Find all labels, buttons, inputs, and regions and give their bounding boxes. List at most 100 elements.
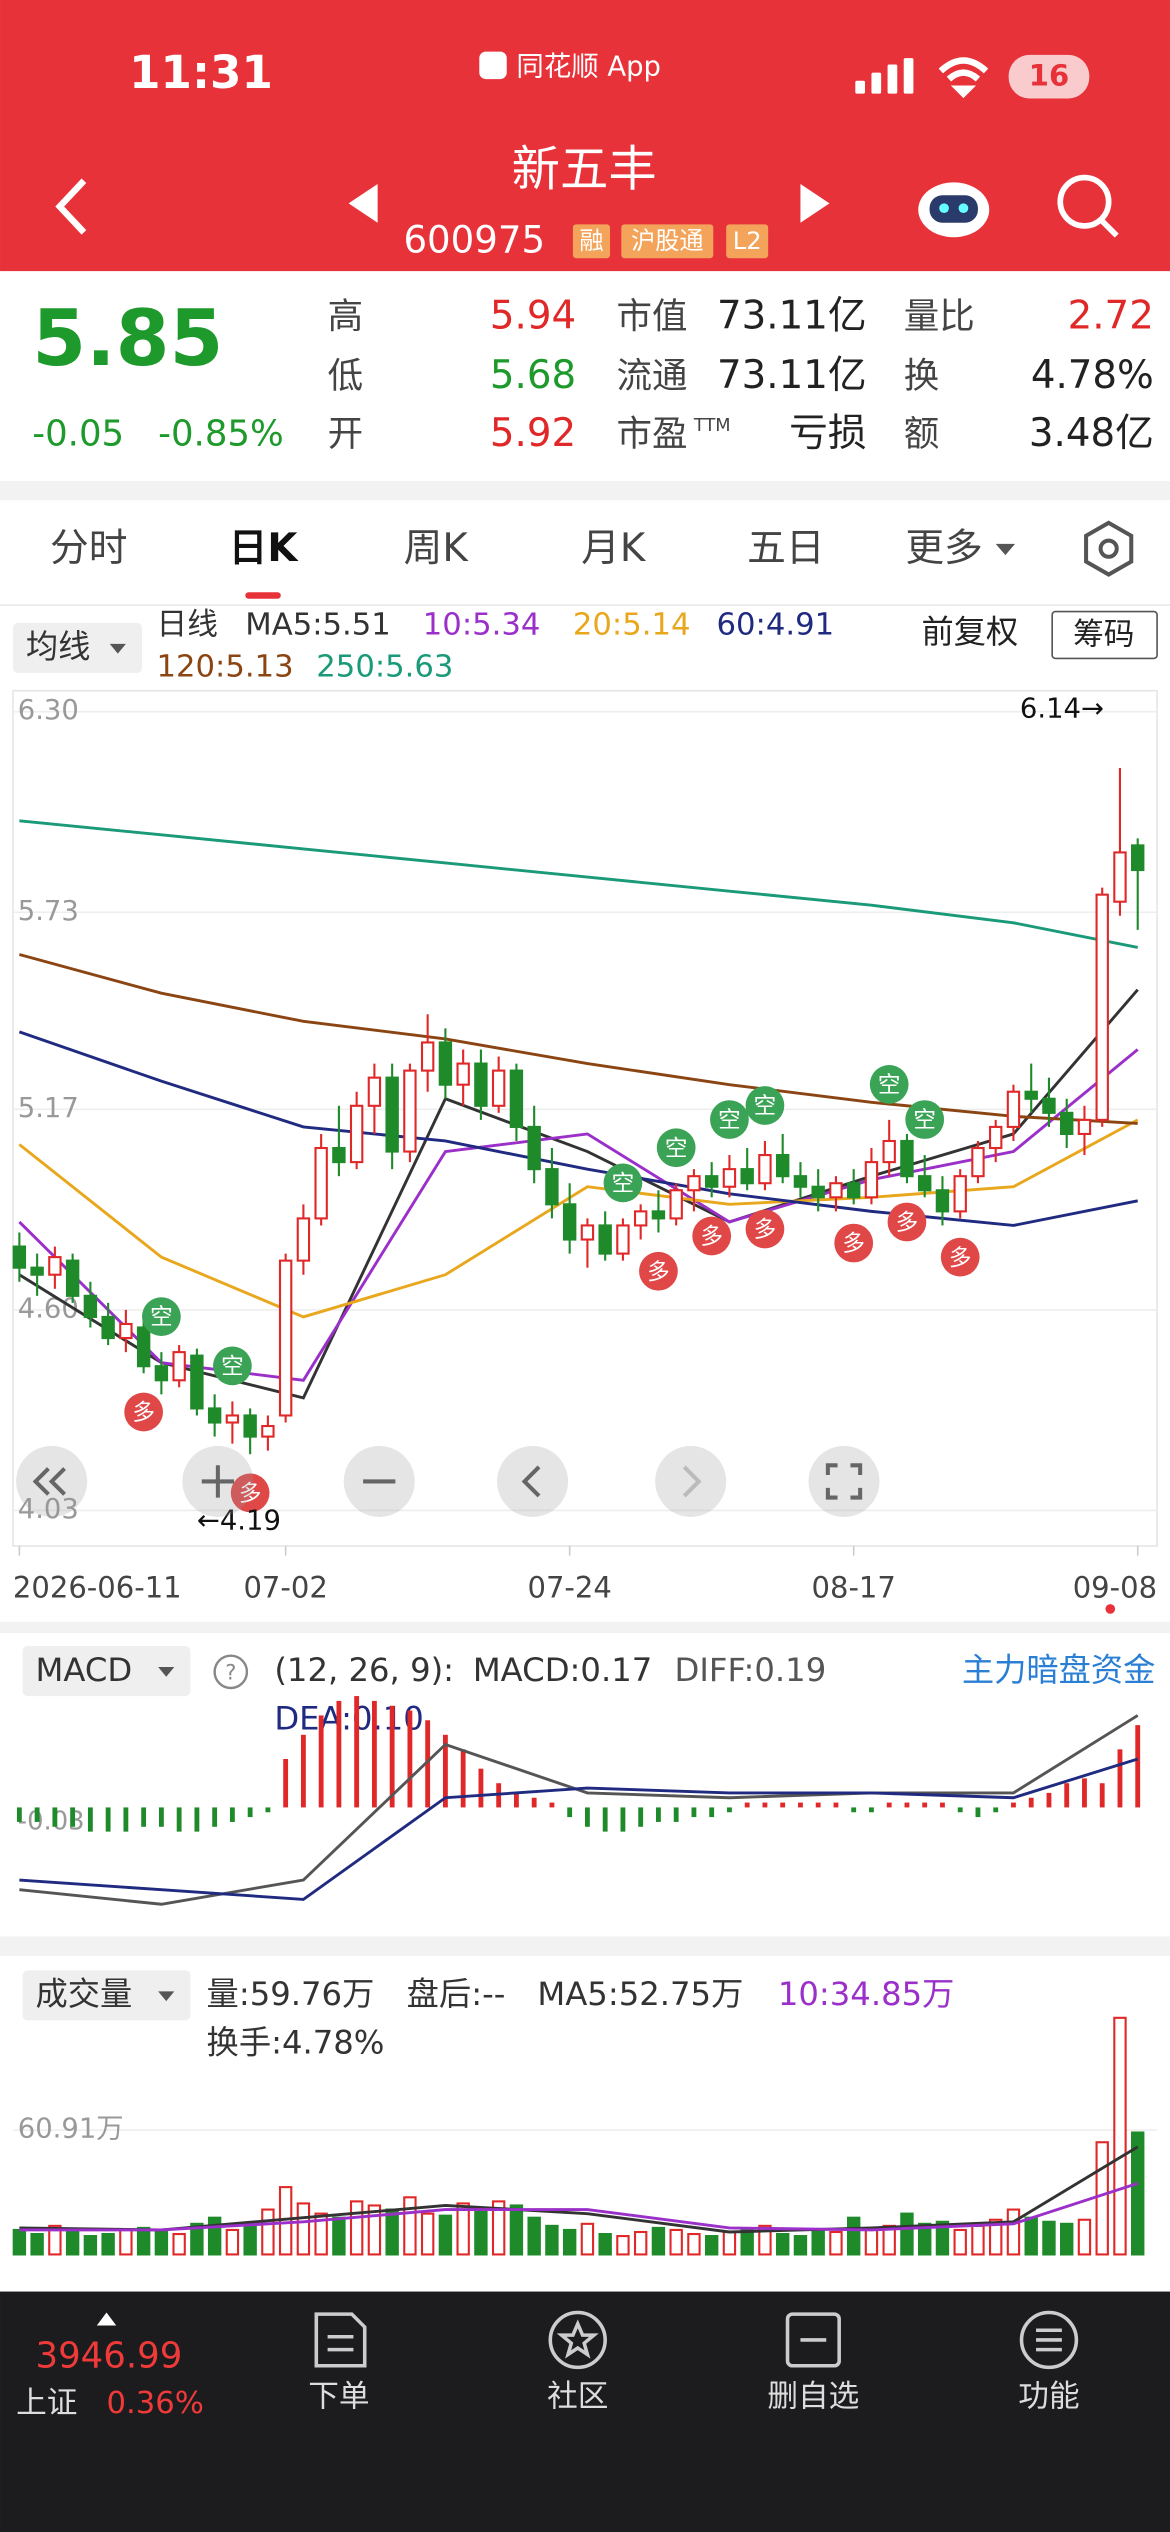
nav-item[interactable]: 功能 [1018,2380,1079,2415]
price-change: -0.05 [32,414,124,455]
volume-bar [1095,2141,1109,2256]
macd-bar [638,1807,644,1827]
macd-bar [1099,1783,1105,1808]
nav-item[interactable]: 删自选 [767,2380,859,2415]
candle-body [687,1175,701,1192]
scroll-left[interactable] [497,1445,569,1517]
volume-bar [225,2228,240,2256]
macd-bar [389,1705,395,1808]
volume-selector[interactable] [22,1970,191,2021]
macd-bar [602,1807,608,1832]
volume-bar [456,2202,470,2256]
robot-icon[interactable] [918,182,990,238]
ma-selector-label: 均线 [26,628,91,666]
candle-body [704,1175,719,1188]
macd-bar [105,1807,111,1832]
settings-icon[interactable] [1084,520,1134,577]
tab[interactable]: 日K [229,526,300,571]
expand-arrow[interactable] [96,2312,117,2326]
macd-selector[interactable] [22,1646,191,1697]
chips-button[interactable] [1051,610,1158,660]
bottom-bar [0,2291,1170,2532]
current-dot [1105,1604,1116,1614]
macd-bar [886,1802,892,1808]
macd-bar [194,1807,200,1832]
stat-sup: TTM [693,416,731,436]
fund-link[interactable]: 主力暗盘资金 [962,1651,1156,1689]
tab[interactable]: 周K [404,526,470,571]
macd-bar [1117,1749,1123,1808]
macd-bar [922,1802,928,1808]
tab[interactable]: 更多 [905,526,982,571]
volume-bar [1113,2016,1127,2256]
volume-bar [474,2208,488,2256]
nav-labels: 下单 社区 删自选 功能 [308,2380,1079,2415]
search-icon[interactable] [1057,174,1119,238]
back-button[interactable] [55,178,87,235]
ma-legend: MA5:5.51 10:5.34 20:5.14 60:4.91 120:5.13 250… [157,608,835,685]
stat-label: 量比 [904,296,975,337]
ma-legend-item: 60:4.91 [717,608,835,643]
volume-bar [207,2216,222,2256]
wifi-icon [938,57,989,99]
x-tick-label: 07-02 [243,1571,327,1605]
macd-params: (12, 26, 9): [274,1651,454,1689]
status-time: 11:31 [129,46,273,99]
dropdown-arrow [158,1667,175,1677]
tab[interactable]: 分时 [50,526,127,571]
ma-selector[interactable] [12,622,143,673]
macd-line [19,1757,1139,1901]
candle-body [190,1354,204,1410]
candle-body [403,1069,417,1153]
macd-legend: DEA:0.10 [274,1699,423,1737]
macd-bar [1135,1725,1141,1808]
y-tick-label: 5.17 [18,1093,79,1124]
fullscreen[interactable] [808,1445,880,1517]
macd-bar [247,1807,253,1818]
macd-bar [123,1807,129,1832]
candle-body [740,1168,754,1185]
stat-label: 市盈 [616,414,687,455]
macd-bar [265,1807,271,1813]
macd-bar [727,1807,732,1813]
macd-bar [513,1792,519,1808]
signal-badge [710,1100,749,1139]
volume-bar [136,2226,151,2256]
candle-body [616,1224,630,1255]
tab[interactable]: 月K [581,526,647,571]
nav-item[interactable]: 社区 [547,2380,608,2415]
candle-body [1060,1111,1074,1136]
adjust-label[interactable]: 前复权 [921,613,1018,651]
signal-badge [834,1223,874,1263]
volume-bar [48,2224,62,2256]
macd-bar [442,1734,448,1808]
macd-bar [531,1797,537,1808]
nav-item[interactable]: 下单 [308,2380,369,2415]
dropdown-arrow [158,1991,175,2002]
macd-readout: MACD:0.17 [473,1651,652,1689]
macd-bar [673,1807,679,1822]
next-stock[interactable] [800,183,830,223]
tab[interactable]: 五日 [747,526,824,571]
scroll-right[interactable] [655,1445,727,1517]
prev-stock[interactable] [348,183,378,223]
volume-bar [491,2200,506,2256]
candle-body [989,1125,1003,1150]
volume-legend: 10:34.85万 [778,1975,955,2013]
volume-bar [1077,2218,1092,2256]
ma-legend-item: 10:5.34 [423,608,541,643]
macd-bar [904,1802,910,1808]
stat-value: 4.78% [1031,353,1154,398]
volume-bar [651,2226,666,2256]
volume-bar [438,2214,453,2256]
kline-frame [12,689,1158,1547]
signal-label: 多 [647,1259,670,1285]
help-icon[interactable] [213,1654,249,1690]
volume-bar [65,2230,80,2256]
macd-bar [1064,1783,1070,1808]
macd-bar [975,1807,981,1818]
macd-bar [833,1802,839,1808]
